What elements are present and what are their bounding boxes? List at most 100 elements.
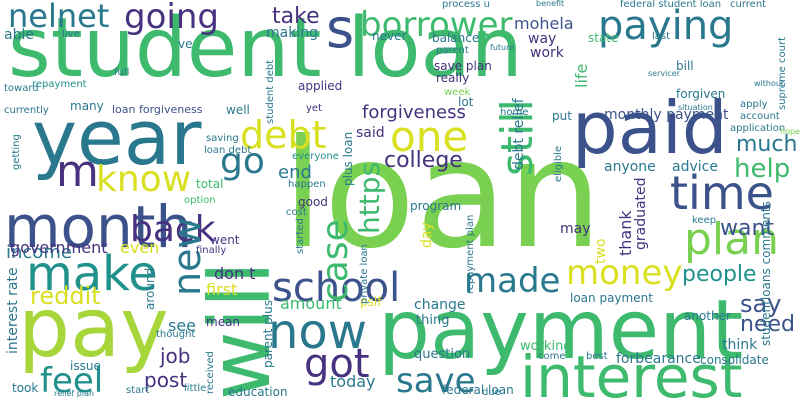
word-balance: balance xyxy=(432,31,480,45)
word-keep: keep xyxy=(692,215,717,226)
word-question: question xyxy=(414,347,471,362)
word-last: last xyxy=(652,31,671,42)
word-bill: bill xyxy=(676,59,694,73)
word-making: making xyxy=(266,25,318,41)
word-reddit: reddit xyxy=(30,282,101,310)
word-situation: situation xyxy=(678,103,713,112)
word-first: first xyxy=(206,280,238,299)
word-account: account xyxy=(740,111,780,122)
word-state: state xyxy=(588,31,619,45)
word-advice: advice xyxy=(672,159,718,175)
word-new: new xyxy=(165,217,209,296)
word-two: two xyxy=(593,238,609,264)
word-much: much xyxy=(736,132,798,157)
word-home: home xyxy=(500,107,529,118)
word-thought: thought xyxy=(156,329,196,340)
word-monthly-payment: monthly payment xyxy=(604,107,729,123)
word-plus-loan: plus loan xyxy=(341,131,355,186)
word-help: help xyxy=(734,154,791,184)
word-time: time xyxy=(670,166,774,220)
word-received: received xyxy=(205,351,216,394)
word-money: money xyxy=(566,253,683,293)
word-month: month xyxy=(4,193,193,261)
word-application: application xyxy=(730,123,786,134)
word-put: put xyxy=(552,109,572,123)
word-made: made xyxy=(464,261,561,301)
word-repayment-plan: repayment plan xyxy=(465,214,476,294)
word-never: never xyxy=(372,29,407,43)
word-without: without xyxy=(754,79,785,88)
word-apply: apply xyxy=(740,99,768,110)
word-way: way xyxy=(528,31,557,47)
word-really: really xyxy=(436,71,470,85)
word-happen: happen xyxy=(288,179,326,190)
word-working: working xyxy=(520,339,572,354)
word-week: week xyxy=(444,87,471,98)
word-m: m xyxy=(56,146,99,197)
word-parent: parent xyxy=(436,45,469,56)
word-yet: yet xyxy=(306,103,322,114)
word-due: due xyxy=(482,387,501,398)
word-education: education xyxy=(228,385,288,399)
word-saving: saving xyxy=(206,133,239,144)
word-full: full xyxy=(114,67,130,78)
word-issue: issue xyxy=(70,359,101,373)
word-got: got xyxy=(304,341,370,387)
word-able: able xyxy=(4,27,34,43)
word-year: year xyxy=(32,93,202,182)
word-case: case xyxy=(315,219,356,302)
word-paid: paid xyxy=(572,86,728,170)
word-mohela: mohela xyxy=(514,14,574,33)
word-back: back xyxy=(130,209,216,250)
word-parent-plus: parent plus xyxy=(261,300,275,368)
word-save-plan: save plan xyxy=(434,59,492,73)
word-another: another xyxy=(684,309,731,323)
word-work: work xyxy=(530,45,564,61)
word-want: want xyxy=(720,216,775,241)
word-feel: feel xyxy=(40,361,104,400)
word-program: program xyxy=(410,199,462,213)
word-need: need xyxy=(740,312,795,337)
word-forgiveness: forgiveness xyxy=(362,102,466,123)
word-little: little xyxy=(184,383,207,394)
word-total: total xyxy=(196,177,224,191)
word-toward: toward xyxy=(4,83,39,94)
word-getting: getting xyxy=(11,134,22,170)
word-https: https xyxy=(353,161,386,234)
word-government: government xyxy=(10,238,108,257)
word-nelnet: nelnet xyxy=(8,0,110,35)
word-best: best xyxy=(586,351,608,362)
word-people: people xyxy=(682,262,757,287)
word-say: say xyxy=(740,290,782,318)
word-pay: pay xyxy=(18,281,169,376)
word-change: change xyxy=(414,297,466,313)
word-now: now xyxy=(268,304,368,360)
word-may: may xyxy=(560,221,591,237)
word-school: school xyxy=(272,265,401,311)
word-consolidate: consolidate xyxy=(700,353,769,367)
word-lot: lot xyxy=(458,95,474,109)
word-paying: paying xyxy=(598,3,734,49)
word-end: end xyxy=(278,162,312,183)
word-loan-payment: loan payment xyxy=(570,291,653,305)
word-borrower: borrower xyxy=(360,5,513,45)
word-interest-rate: interest rate xyxy=(5,267,21,354)
word-option: option xyxy=(184,195,216,206)
word-studentloans-comments: studentloans comments xyxy=(759,201,773,346)
word-amount: amount xyxy=(280,294,342,313)
word-finally: finally xyxy=(196,245,227,256)
word-federal-loan: federal loan xyxy=(442,383,514,397)
word-going: going xyxy=(124,0,219,37)
word-student-debt: student debt xyxy=(265,59,276,124)
word-know: know xyxy=(96,159,192,200)
word-graduated: graduated xyxy=(633,177,649,250)
word-took: took xyxy=(12,381,39,395)
word-said: said xyxy=(356,125,385,141)
word-private-loan: private loan xyxy=(359,244,370,304)
word-pslf: pslf xyxy=(360,295,382,309)
word-student-loan: student loan xyxy=(8,1,523,96)
word-repayment: repayment xyxy=(32,79,87,90)
word-loan: loan xyxy=(282,108,603,282)
word-cost: cost xyxy=(286,207,307,218)
